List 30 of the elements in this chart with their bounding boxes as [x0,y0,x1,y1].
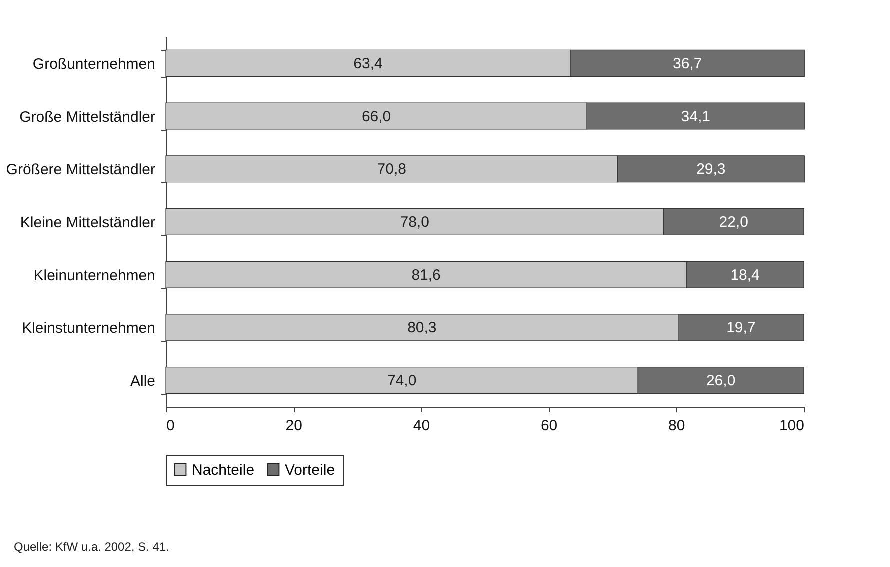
data-label: 29,3 [696,161,726,178]
y-tick-label: Alle [130,373,156,390]
data-label: 19,7 [726,320,756,337]
x-tick-label: 60 [540,418,558,434]
y-tick-label: Größere Mittelständler [6,162,156,179]
legend-label: Vorteile [285,462,336,479]
data-label: 81,6 [412,266,441,284]
data-label: 78,0 [400,214,430,231]
x-tick-label: 0 [166,418,175,434]
y-tick-label: Kleinstunternehmen [22,320,156,338]
data-label: 26,0 [706,372,736,390]
data-label: 34,1 [681,108,710,126]
y-tick-label: Kleine Mittelständler [20,214,156,232]
x-tick-label: 100 [779,418,804,434]
data-label: 80,3 [408,320,437,337]
x-tick-label: 20 [286,418,302,434]
x-tick-label: 80 [668,418,686,434]
data-label: 36,7 [672,55,702,72]
data-label: 74,0 [387,372,417,390]
legend-label: Nachteile [192,462,255,479]
data-label: 18,4 [730,266,760,284]
y-tick-label: Kleinunternehmen [34,267,156,284]
data-label: 66,0 [362,108,392,126]
y-tick-label: Große Mittelständler [20,108,156,126]
y-tick-label: Großunternehmen [32,56,156,73]
data-label: 70,8 [377,161,406,178]
data-label: 63,4 [354,55,383,72]
data-label: 22,0 [719,214,748,231]
source-note: Quelle: KfW u.a. 2002, S. 41. [14,540,170,554]
x-tick-label: 40 [413,418,430,434]
